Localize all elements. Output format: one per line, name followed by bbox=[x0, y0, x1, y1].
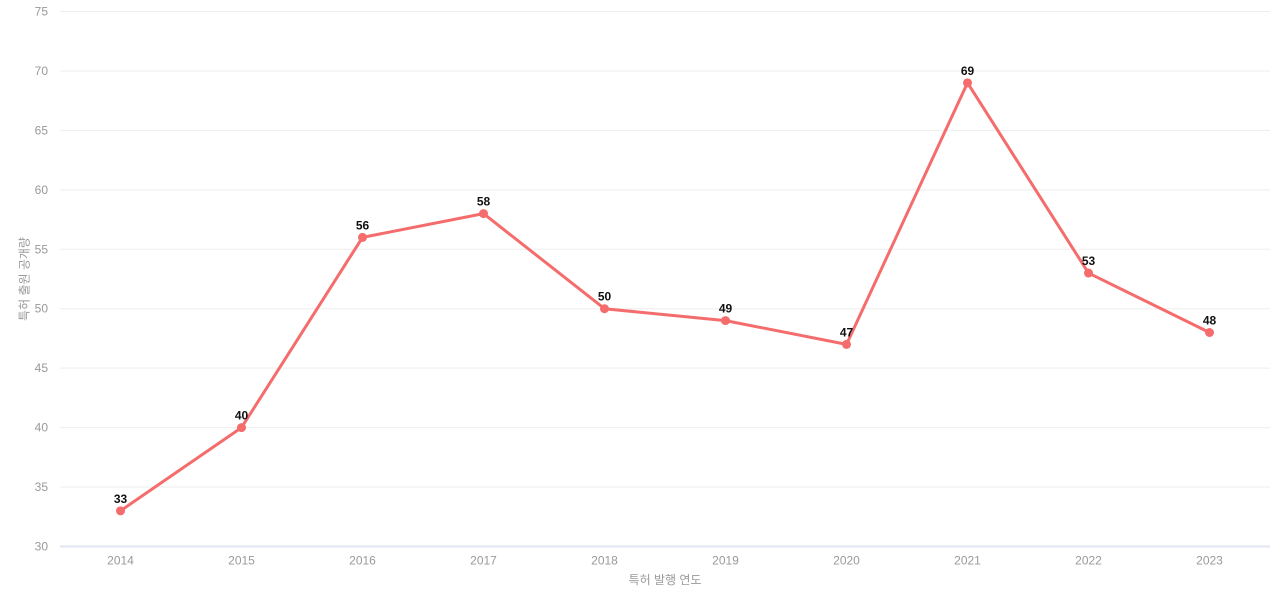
data-point-marker bbox=[600, 304, 609, 314]
data-point-label: 50 bbox=[598, 290, 612, 304]
data-point-marker bbox=[721, 316, 730, 326]
data-point-marker bbox=[1084, 268, 1093, 278]
data-point-label: 33 bbox=[114, 492, 128, 506]
data-point-marker bbox=[1205, 328, 1214, 337]
data-point-label: 49 bbox=[719, 302, 733, 316]
data-point-marker bbox=[479, 209, 488, 219]
y-tick-label: 55 bbox=[35, 242, 49, 256]
x-tick-label: 2023 bbox=[1196, 554, 1223, 568]
data-point-marker bbox=[963, 78, 972, 88]
y-tick-label: 75 bbox=[35, 5, 49, 19]
y-axis-title: 특허 출원 공개량 bbox=[17, 237, 32, 321]
y-tick-label: 60 bbox=[35, 183, 49, 197]
y-tick-label: 40 bbox=[35, 421, 49, 435]
data-point-label: 58 bbox=[477, 195, 491, 209]
data-point-label: 40 bbox=[235, 409, 249, 423]
x-tick-label: 2016 bbox=[349, 554, 376, 568]
x-tick-label: 2014 bbox=[107, 554, 134, 568]
x-tick-label: 2015 bbox=[228, 554, 255, 568]
data-point-label: 56 bbox=[356, 218, 370, 232]
series-line bbox=[119, 81, 1211, 513]
y-tick-label: 30 bbox=[35, 540, 49, 554]
y-tick-label: 65 bbox=[35, 123, 49, 137]
y-tick-label: 50 bbox=[35, 302, 49, 316]
x-tick-label: 2022 bbox=[1075, 554, 1102, 568]
data-point-marker bbox=[358, 232, 367, 242]
data-point-marker bbox=[842, 339, 851, 349]
data-point-marker bbox=[237, 423, 246, 433]
data-point-label: 53 bbox=[1082, 254, 1096, 268]
x-axis-title: 특허 발행 연도 bbox=[628, 573, 702, 587]
y-tick-label: 35 bbox=[35, 480, 49, 494]
x-tick-label: 2021 bbox=[954, 554, 981, 568]
y-tick-label: 45 bbox=[35, 361, 49, 375]
data-point-label: 48 bbox=[1203, 314, 1217, 328]
x-tick-label: 2018 bbox=[591, 554, 618, 568]
x-tick-label: 2020 bbox=[833, 554, 860, 568]
data-point-label: 69 bbox=[961, 64, 975, 78]
data-point-marker bbox=[116, 506, 125, 516]
y-tick-label: 70 bbox=[35, 64, 49, 78]
x-tick-label: 2019 bbox=[712, 554, 739, 568]
data-point-label: 47 bbox=[840, 325, 854, 339]
x-tick-label: 2017 bbox=[470, 554, 497, 568]
